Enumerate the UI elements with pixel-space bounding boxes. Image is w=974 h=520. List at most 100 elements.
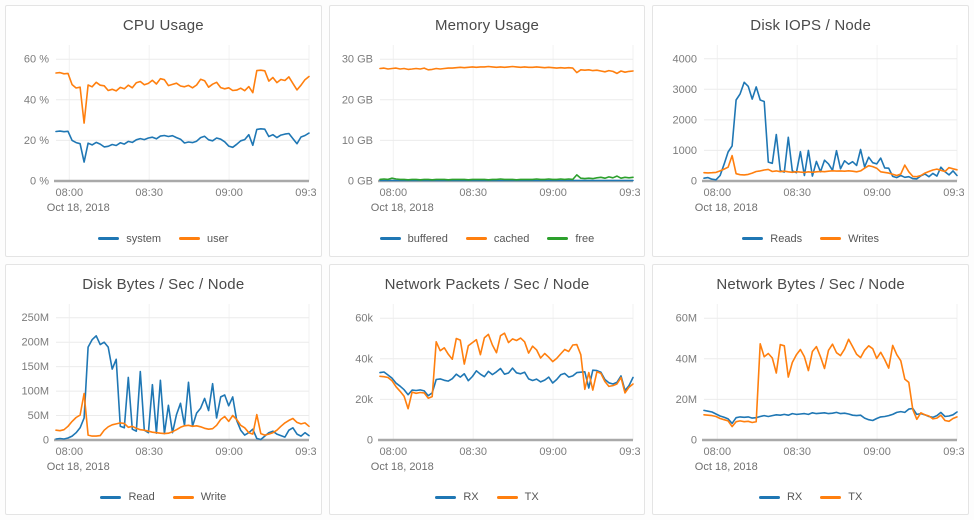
legend-label: Write	[200, 491, 227, 503]
chart-legend: system user	[98, 233, 228, 245]
y-tick-label: 0	[691, 434, 697, 446]
chart-panel-disk-iops: Disk IOPS / Node 0 1000 2000 3000 4000 08:00 0…	[652, 5, 969, 257]
x-tick-label: 08:00	[380, 187, 408, 199]
x-tick-label: 09:30	[619, 187, 640, 199]
legend-item-Write[interactable]: Write	[172, 491, 227, 503]
legend-item-Reads[interactable]: Reads	[742, 233, 802, 245]
legend-swatch	[100, 495, 122, 499]
chart-legend: Reads Writes	[742, 233, 879, 245]
chart-title: Disk Bytes / Sec / Node	[82, 275, 245, 293]
series-line-system	[55, 128, 311, 163]
x-tick-label: 09:00	[539, 446, 567, 458]
legend-label: buffered	[407, 232, 448, 245]
y-tick-label: 40M	[675, 353, 696, 365]
legend-item-buffered[interactable]: buffered	[379, 232, 448, 245]
legend-item-system[interactable]: system	[98, 233, 161, 245]
x-tick-label: 08:30	[136, 446, 164, 458]
legend-item-RX[interactable]: RX	[435, 491, 479, 503]
chart-canvas: 0 1000 2000 3000 4000 08:00 08:30 09:00 09:30 Oct…	[672, 45, 968, 214]
legend-label: Read	[128, 491, 155, 503]
x-tick-label: 09:00	[863, 187, 891, 199]
legend-item-TX[interactable]: TX	[820, 491, 862, 503]
chart-panel-cpu-usage: CPU Usage 0 % 20 % 40 % 60 % 08:00 08:30 09:00…	[5, 5, 322, 257]
x-tick-label: 09:30	[943, 446, 964, 458]
y-tick-label: 40k	[355, 353, 373, 365]
chart-panel-memory-usage: Memory Usage 0 GB 10 GB 20 GB 30 GB 08:00 08:…	[328, 5, 646, 257]
series-line-cached	[379, 65, 634, 75]
y-tick-label: 20k	[355, 393, 373, 405]
series-line-free	[379, 174, 634, 181]
series-line-Write	[55, 392, 311, 437]
y-tick-label: 60M	[675, 312, 696, 324]
y-tick-label: 60 %	[24, 54, 49, 66]
chart-canvas: 0 % 20 % 40 % 60 % 08:00 08:30 09:00 09:30 Oct 1…	[24, 45, 321, 214]
legend-swatch	[98, 237, 120, 240]
series-line-TX	[379, 331, 634, 409]
chart-plot-area: 0 20k 40k 60k 08:00 08:30 09:00 09:30 Oct 18, 20…	[334, 294, 644, 476]
x-tick-label: 08:30	[783, 446, 811, 458]
legend-item-Writes[interactable]: Writes	[820, 233, 879, 245]
y-tick-label: 0	[43, 434, 49, 446]
y-tick-label: 20M	[675, 393, 696, 405]
chart-plot-area: 0 GB 10 GB 20 GB 30 GB 08:00 08:30 09:00 09:30 O…	[334, 35, 644, 217]
x-tick-label: 09:00	[863, 446, 891, 458]
series-line-user	[55, 69, 311, 124]
y-tick-label: 1000	[672, 145, 696, 157]
x-tick-label: 08:30	[783, 187, 811, 199]
legend-item-TX[interactable]: TX	[496, 491, 539, 503]
y-tick-label: 10 GB	[342, 135, 373, 147]
legend-label: cached	[493, 232, 530, 245]
chart-canvas: 0 20M 40M 60M 08:00 08:30 09:00 09:30 Oct 18, 20…	[675, 303, 968, 473]
series-line-TX	[702, 337, 958, 427]
legend-label: TX	[524, 491, 539, 503]
y-tick-label: 20 %	[24, 135, 49, 147]
y-tick-label: 0	[691, 176, 697, 188]
series-line-Read	[55, 334, 311, 440]
chart-canvas: 0 50M 100M 150M 200M 250M 08:00 08:30 09:00 09:30…	[22, 303, 321, 473]
x-axis-date-label: Oct 18, 2018	[694, 202, 757, 214]
y-tick-label: 0	[367, 434, 373, 446]
x-axis-date-label: Oct 18, 2018	[694, 461, 757, 473]
x-tick-label: 08:00	[380, 446, 408, 458]
legend-swatch	[435, 495, 457, 499]
chart-panel-disk-bytes: Disk Bytes / Sec / Node 0 50M 100M 150M 200M…	[5, 263, 322, 515]
y-tick-label: 3000	[672, 84, 696, 96]
y-tick-label: 30 GB	[342, 54, 373, 66]
legend-label: Reads	[770, 232, 803, 245]
series-line-RX	[702, 407, 958, 424]
chart-title: Memory Usage	[434, 17, 540, 34]
chart-canvas: 0 GB 10 GB 20 GB 30 GB 08:00 08:30 09:00 09:30 O…	[342, 45, 644, 214]
series-line-Reads	[702, 81, 958, 181]
chart-legend: Read Write	[100, 491, 226, 503]
chart-title: CPU Usage	[122, 17, 204, 34]
legend-label: RX	[786, 491, 803, 503]
y-tick-label: 0 %	[30, 176, 49, 188]
y-tick-label: 150M	[22, 361, 50, 373]
chart-plot-area: 0 1000 2000 3000 4000 08:00 08:30 09:00 09:30 Oct…	[658, 35, 968, 217]
legend-swatch	[179, 237, 201, 240]
legend-swatch	[496, 495, 518, 499]
legend-item-Read[interactable]: Read	[100, 491, 155, 503]
y-tick-label: 250M	[22, 312, 50, 324]
y-tick-label: 100M	[22, 385, 50, 397]
chart-plot-area: 0 20M 40M 60M 08:00 08:30 09:00 09:30 Oct 18, 20…	[658, 294, 968, 476]
x-tick-label: 08:30	[459, 187, 487, 199]
legend-item-user[interactable]: user	[179, 233, 228, 245]
legend-swatch	[465, 237, 487, 240]
y-tick-label: 20 GB	[342, 94, 373, 106]
chart-legend: RX TX	[435, 491, 539, 503]
legend-label: free	[575, 232, 595, 245]
legend-label: Writes	[848, 232, 880, 245]
legend-label: user	[207, 232, 229, 245]
chart-plot-area: 0 50M 100M 150M 200M 250M 08:00 08:30 09:00 09:30…	[10, 294, 321, 476]
y-tick-label: 4000	[672, 53, 696, 65]
chart-title: Disk IOPS / Node	[750, 17, 872, 34]
legend-swatch	[742, 237, 764, 240]
y-tick-label: 60k	[355, 312, 373, 324]
legend-item-cached[interactable]: cached	[465, 232, 530, 245]
legend-item-free[interactable]: free	[547, 233, 594, 245]
y-tick-label: 0 GB	[348, 176, 373, 188]
y-tick-label: 50M	[28, 410, 49, 422]
legend-item-RX[interactable]: RX	[758, 491, 803, 503]
